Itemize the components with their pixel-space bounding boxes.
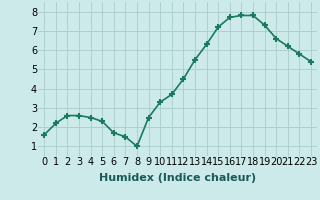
X-axis label: Humidex (Indice chaleur): Humidex (Indice chaleur) bbox=[99, 173, 256, 183]
